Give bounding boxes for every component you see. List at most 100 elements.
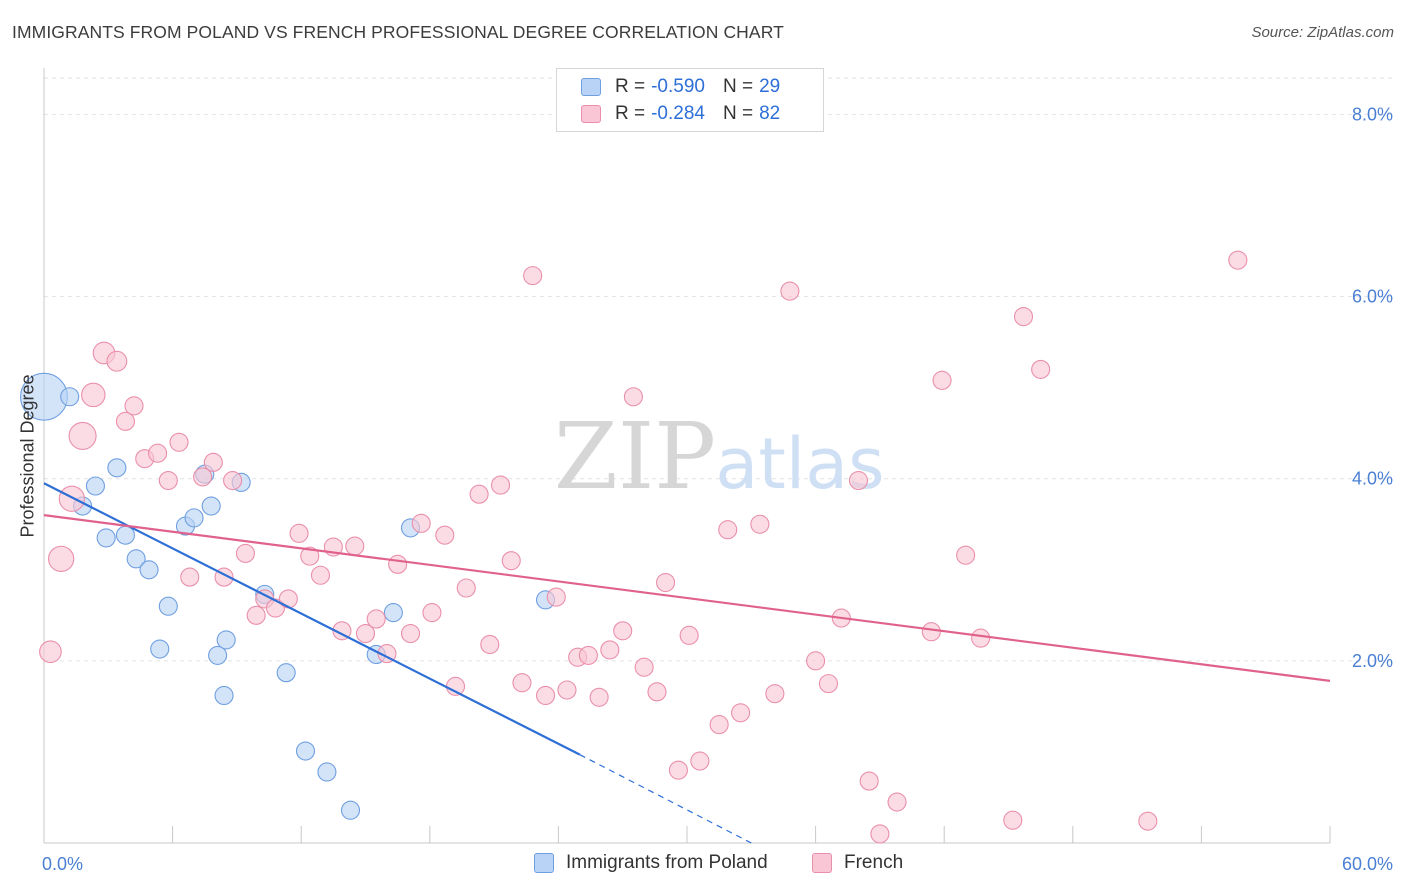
french-point — [600, 640, 620, 660]
french-point — [388, 554, 408, 574]
french-point — [870, 824, 890, 844]
poland-point — [208, 645, 228, 665]
legend-swatch-poland — [581, 78, 601, 96]
correlation-legend: R = -0.590 N = 29 R = -0.284 N = 82 — [556, 68, 824, 132]
french-point — [115, 411, 135, 431]
french-point — [501, 551, 521, 571]
y-tick-label: 6.0% — [1352, 287, 1393, 307]
poland-point — [107, 458, 127, 478]
poland-point — [184, 508, 204, 528]
poland-point — [214, 685, 234, 706]
french-point — [480, 634, 500, 655]
poland-point — [96, 528, 116, 548]
french-point — [366, 609, 386, 629]
french-point — [589, 687, 609, 707]
french-point — [750, 514, 770, 534]
french-point — [1003, 810, 1023, 830]
french-point — [1138, 811, 1158, 831]
poland-point — [216, 630, 236, 650]
french-point — [557, 680, 577, 700]
watermark-atlas: atlas — [715, 423, 884, 505]
french-point — [1013, 307, 1034, 327]
french-point — [806, 651, 826, 671]
french-trendline — [43, 514, 1331, 682]
legend-swatch-french — [581, 105, 601, 123]
french-point — [647, 682, 667, 702]
french-point — [124, 396, 144, 416]
french-point — [435, 525, 455, 545]
legend-r-value: -0.284 — [651, 103, 705, 124]
poland-point — [126, 549, 146, 569]
legend-label-french: French — [844, 852, 904, 873]
french-point — [300, 546, 320, 566]
y-tick-label: 4.0% — [1352, 469, 1393, 489]
x-tick-label: 60.0% — [1342, 854, 1393, 874]
french-point — [469, 484, 489, 504]
french-point — [68, 421, 97, 450]
french-point — [235, 543, 256, 563]
poland-point — [150, 639, 170, 659]
legend-r-value: -0.590 — [651, 76, 705, 97]
french-point — [289, 523, 309, 543]
french-point — [546, 587, 566, 607]
legend-r-label: R = — [615, 76, 646, 97]
french-point — [634, 657, 654, 677]
french-point — [456, 578, 476, 598]
poland-point — [60, 387, 80, 407]
french-point — [246, 605, 266, 625]
french-point — [818, 674, 839, 694]
french-point — [656, 572, 676, 593]
french-point — [310, 565, 331, 585]
poland-point — [383, 603, 403, 623]
french-point — [400, 623, 421, 644]
french-point — [1228, 250, 1248, 270]
legend-item-poland[interactable]: Immigrants from Poland — [534, 852, 768, 874]
french-point — [765, 684, 785, 704]
y-axis-title: Professional Degree — [17, 374, 38, 538]
legend-item-french[interactable]: French — [812, 852, 903, 874]
legend-swatch-french — [812, 853, 832, 873]
series-french — [39, 250, 1248, 844]
french-point — [718, 520, 738, 540]
french-point — [223, 470, 243, 491]
french-point — [1031, 359, 1051, 379]
french-point — [623, 387, 643, 407]
poland-point — [317, 762, 337, 782]
x-tick-label: 0.0% — [42, 854, 83, 874]
french-point — [780, 281, 800, 301]
legend-n-value: 82 — [759, 103, 781, 124]
french-point — [859, 771, 879, 791]
tick-labels: 2.0% 4.0% 6.0% 8.0% 0.0% 60.0% — [42, 104, 1393, 874]
french-point — [47, 545, 75, 573]
legend-n-label: N = — [722, 103, 754, 124]
french-point — [971, 628, 991, 648]
french-point — [956, 545, 976, 565]
poland-trendline — [43, 482, 581, 756]
french-point — [106, 350, 128, 372]
poland-point — [158, 596, 178, 616]
french-point — [848, 470, 869, 491]
french-point — [921, 622, 941, 642]
poland-point — [276, 663, 296, 683]
chart-title: IMMIGRANTS FROM POLAND VS FRENCH PROFESS… — [12, 22, 784, 42]
french-point — [490, 475, 511, 495]
source-label: Source: ZipAtlas.com — [1251, 24, 1394, 41]
y-tick-label: 2.0% — [1352, 651, 1393, 671]
french-point — [193, 467, 213, 487]
legend-label-poland: Immigrants from Poland — [566, 852, 768, 873]
legend-swatch-poland — [534, 853, 554, 873]
y-tick-label: 8.0% — [1352, 104, 1393, 124]
french-point — [345, 536, 365, 556]
french-point — [613, 621, 633, 641]
french-point — [709, 715, 729, 735]
axes — [43, 68, 1331, 844]
french-point — [180, 567, 200, 587]
french-point — [932, 370, 952, 390]
french-point — [668, 760, 688, 780]
legend-row-poland: R = -0.590 N = 29 — [581, 75, 780, 99]
poland-point — [295, 741, 316, 761]
french-point — [158, 470, 178, 491]
legend-n-label: N = — [722, 76, 754, 97]
poland-trendline-extension — [579, 754, 752, 844]
